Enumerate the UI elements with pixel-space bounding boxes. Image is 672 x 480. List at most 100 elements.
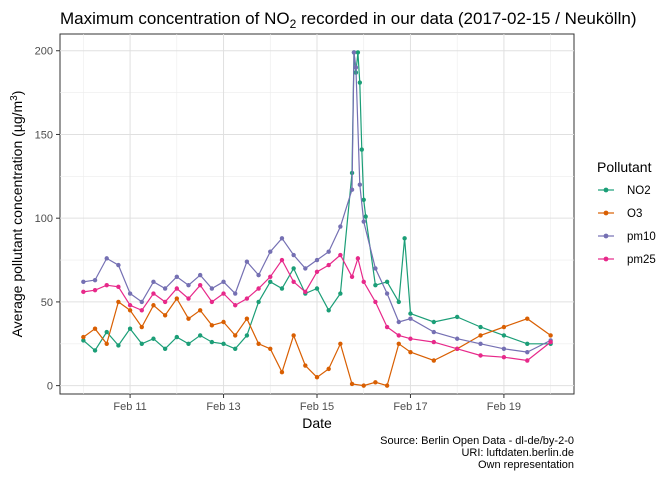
data-point-pm25 (174, 286, 180, 291)
data-point-no2 (221, 341, 226, 346)
data-point-o3 (104, 341, 109, 346)
data-point-pm25 (104, 282, 109, 288)
data-point-no2 (384, 279, 390, 285)
y-tick-label: 150 (35, 129, 53, 141)
data-point-o3 (326, 366, 331, 372)
data-point-no2 (373, 282, 378, 288)
data-point-pm25 (303, 289, 308, 295)
y-tick-label: 100 (35, 213, 53, 225)
data-point-no2 (402, 236, 407, 241)
data-point-pm25 (454, 346, 460, 351)
data-point-no2 (162, 346, 168, 351)
data-point-o3 (338, 341, 343, 346)
legend-key-point-o3 (603, 210, 609, 216)
data-point-pm10 (338, 224, 343, 229)
data-point-no2 (326, 308, 331, 313)
data-point-no2 (233, 346, 238, 351)
y-axis-title-superscript: 3 (9, 95, 20, 101)
data-point-pm25 (186, 296, 191, 301)
data-point-pm10 (268, 249, 273, 254)
data-point-pm10 (501, 346, 507, 351)
data-point-pm10 (326, 249, 331, 254)
data-point-o3 (197, 308, 203, 313)
y-tick-label: 0 (47, 381, 53, 393)
data-point-pm10 (279, 236, 285, 241)
data-point-o3 (139, 324, 144, 330)
y-axis-ticks: 0 50 100 150 200 (35, 46, 60, 393)
data-point-pm25 (361, 279, 366, 285)
data-point-pm10 (233, 291, 238, 296)
data-point-no2 (501, 333, 507, 338)
data-point-pm10 (454, 336, 460, 341)
data-point-o3 (268, 346, 273, 351)
legend-key-point-no2 (603, 187, 609, 193)
data-point-pm10 (244, 259, 250, 264)
data-point-pm10 (81, 279, 86, 285)
data-point-pm10 (104, 256, 109, 261)
chart-title-prefix: Maximum concentration of NO (60, 9, 290, 28)
data-point-o3 (174, 296, 180, 301)
data-point-pm10 (373, 266, 378, 271)
data-point-pm25 (279, 257, 285, 263)
data-point-pm25 (92, 287, 98, 293)
y-axis-title-suffix: ) (9, 91, 25, 96)
data-point-no2 (127, 326, 133, 331)
data-point-no2 (359, 147, 364, 152)
x-tick-label: Feb 17 (393, 401, 427, 413)
caption-line: Source: Berlin Open Data - dl-de/by-2-0 (380, 435, 574, 447)
data-point-pm25 (478, 353, 483, 358)
data-point-pm25 (326, 262, 331, 268)
chart-title-suffix: recorded in our data (2017-02-15 / Neukö… (296, 9, 636, 28)
data-point-o3 (279, 370, 285, 375)
caption-line: Own representation (478, 459, 574, 471)
data-point-no2 (431, 319, 437, 325)
data-point-pm25 (396, 333, 401, 338)
legend-key-point-pm25 (603, 256, 609, 262)
data-point-o3 (92, 326, 98, 331)
data-point-pm10 (408, 316, 413, 321)
data-point-o3 (127, 308, 133, 313)
data-point-no2 (396, 299, 401, 305)
data-point-no2 (186, 341, 191, 346)
x-tick-label: Feb 19 (487, 401, 521, 413)
data-point-no2 (454, 314, 460, 320)
data-point-o3 (431, 358, 437, 363)
data-point-o3 (501, 324, 507, 330)
legend-label-pm10: pm10 (627, 231, 656, 243)
series-line-pm25 (83, 254, 551, 362)
data-point-pm10 (349, 187, 355, 192)
data-point-pm10 (139, 299, 144, 305)
series-line-no2 (83, 52, 551, 352)
data-point-pm10 (314, 257, 320, 263)
legend: Pollutant NO2 O3 pm10 pm25 (597, 159, 656, 266)
data-point-pm25 (268, 274, 273, 279)
data-point-pm10 (116, 262, 121, 268)
data-point-o3 (525, 316, 530, 321)
data-point-pm10 (478, 341, 483, 346)
data-point-no2 (151, 336, 156, 341)
legend-title: Pollutant (597, 159, 652, 175)
data-point-no2 (478, 324, 483, 330)
data-point-pm10 (351, 50, 357, 55)
data-point-no2 (256, 299, 261, 305)
data-point-pm10 (221, 279, 226, 285)
data-point-pm25 (431, 339, 437, 345)
data-point-pm25 (355, 256, 361, 261)
data-point-pm10 (525, 349, 530, 355)
legend-label-o3: O3 (627, 208, 642, 220)
data-point-pm10 (186, 282, 191, 288)
data-point-no2 (197, 333, 203, 338)
data-point-pm25 (139, 308, 144, 313)
data-point-o3 (81, 334, 86, 340)
data-point-pm25 (244, 296, 250, 301)
data-point-o3 (244, 316, 250, 321)
data-point-o3 (314, 375, 320, 380)
data-point-pm10 (361, 219, 366, 224)
data-point-o3 (151, 303, 156, 308)
data-point-no2 (525, 341, 530, 346)
data-point-no2 (116, 343, 121, 348)
x-tick-label: Feb 15 (300, 401, 334, 413)
chart-title-subscript: 2 (290, 17, 297, 31)
data-point-o3 (116, 299, 121, 305)
data-point-pm25 (349, 274, 355, 279)
